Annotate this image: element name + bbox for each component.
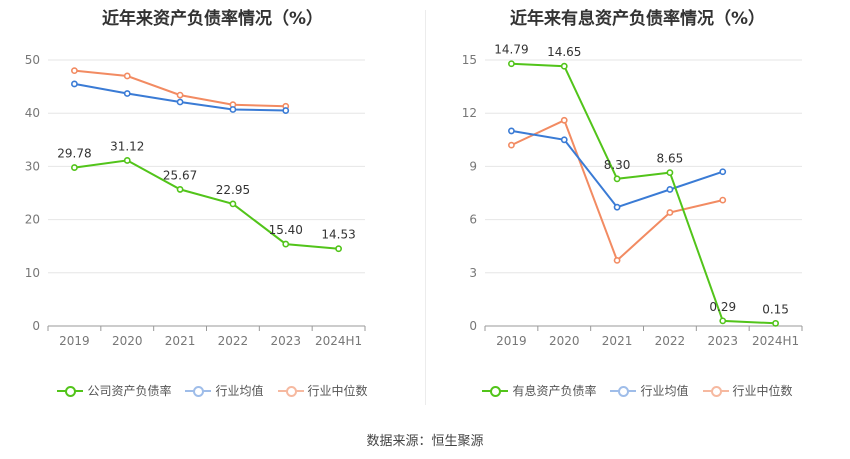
- x-tick-label: 2024H1: [752, 334, 799, 348]
- x-tick-label: 2024H1: [315, 334, 362, 348]
- legend-label: 有息资产负债率: [512, 384, 597, 398]
- y-tick-label: 20: [25, 213, 40, 227]
- data-label: 31.12: [110, 139, 144, 153]
- legend-industry-median[interactable]: 行业中位数: [702, 382, 793, 399]
- x-tick-label: 2023: [270, 334, 301, 348]
- legend-label: 行业均值: [215, 384, 264, 398]
- data-point: [613, 175, 621, 183]
- data-point: [229, 200, 237, 208]
- legend-label: 行业中位数: [732, 384, 793, 398]
- x-tick-label: 2022: [218, 334, 249, 348]
- y-tick-label: 10: [25, 266, 40, 280]
- legend-industry-mean[interactable]: 行业均值: [185, 382, 264, 399]
- legend-label: 行业中位数: [307, 384, 368, 398]
- data-label: 15.40: [269, 223, 303, 237]
- panel-divider: [425, 10, 426, 405]
- data-point: [560, 136, 568, 144]
- data-label: 14.79: [494, 43, 528, 57]
- data-point: [560, 62, 568, 70]
- data-point: [666, 169, 674, 177]
- data-point: [719, 317, 727, 325]
- data-point: [335, 245, 342, 253]
- data-point: [123, 90, 131, 97]
- asset-liability-chart: 近年来资产负债率情况（%） 0 10 20 30 40 50 2019 2020 2021 202…: [0, 0, 425, 400]
- data-point: [772, 319, 779, 327]
- x-tick-label: 2021: [165, 334, 196, 348]
- series-line: [511, 62, 776, 325]
- data-point: [613, 256, 621, 264]
- data-label: 0.15: [762, 302, 789, 316]
- data-point: [719, 196, 727, 204]
- data-point: [560, 116, 568, 124]
- legend-label: 行业均值: [640, 384, 689, 398]
- data-point: [176, 91, 184, 99]
- legend-label: 公司资产负债率: [87, 384, 172, 398]
- data-point: [71, 164, 78, 171]
- data-point: [282, 240, 290, 248]
- data-label: 14.53: [321, 228, 355, 242]
- legend-industry-median[interactable]: 行业中位数: [277, 382, 368, 399]
- data-label: 0.29: [709, 300, 736, 314]
- x-tick-label: 2020: [549, 334, 580, 348]
- data-point: [176, 98, 184, 106]
- y-tick-label: 0: [32, 319, 40, 333]
- data-label: 25.67: [163, 168, 197, 182]
- x-tick-label: 2023: [707, 334, 738, 348]
- interest-bearing-liability-chart: 近年来有息资产负债率情况（%） 0 3 6 9 12 15 2019 2020 2021 2022…: [425, 0, 850, 400]
- data-label: 8.30: [604, 158, 631, 172]
- series-line: [74, 159, 339, 250]
- data-point: [666, 209, 674, 216]
- y-tick-label: 3: [469, 266, 477, 280]
- data-label: 22.95: [216, 183, 250, 197]
- x-tick-label: 2022: [655, 334, 686, 348]
- chart-legend: 公司资产负债率 行业均值 行业中位数: [0, 382, 425, 399]
- data-point: [71, 80, 78, 88]
- data-label: 29.78: [57, 147, 91, 161]
- y-tick-label: 12: [462, 106, 477, 120]
- y-tick-label: 6: [469, 213, 477, 227]
- y-tick-label: 40: [25, 106, 40, 120]
- y-tick-label: 0: [469, 319, 477, 333]
- data-point: [719, 168, 727, 176]
- legend-company[interactable]: 有息资产负债率: [482, 382, 596, 399]
- data-point: [508, 141, 515, 149]
- x-tick-label: 2019: [59, 334, 90, 348]
- data-point: [508, 60, 515, 68]
- data-point: [666, 186, 674, 193]
- chart-plot-area: 0 3 6 9 12 15 2019 2020 2021 2022 2023 2024H1 14.79 1…: [462, 43, 803, 348]
- data-point: [282, 107, 290, 114]
- chart-legend: 有息资产负债率 行业均值 行业中位数: [425, 382, 850, 399]
- data-point: [71, 67, 78, 75]
- x-tick-label: 2020: [112, 334, 143, 348]
- data-point: [613, 203, 621, 211]
- data-point: [508, 127, 515, 135]
- chart-title: 近年来资产负债率情况（%）: [101, 9, 324, 29]
- series-line: [510, 118, 724, 263]
- chart-title: 近年来有息资产负债率情况（%）: [509, 9, 766, 29]
- data-point: [229, 106, 237, 113]
- data-point: [176, 186, 184, 193]
- legend-company[interactable]: 公司资产负债率: [57, 382, 171, 399]
- y-tick-label: 15: [462, 53, 477, 67]
- y-tick-label: 9: [469, 159, 477, 173]
- data-point: [123, 72, 131, 80]
- data-label: 8.65: [657, 152, 684, 166]
- y-tick-label: 30: [25, 159, 40, 173]
- data-source: 数据来源：恒生聚源: [366, 434, 484, 449]
- x-tick-label: 2021: [602, 334, 633, 348]
- chart-plot-area: 0 10 20 30 40 50 2019 2020 2021 2022 2023 2024H1 29.…: [25, 53, 366, 348]
- data-point: [123, 157, 131, 164]
- x-tick-label: 2019: [496, 334, 527, 348]
- data-label: 14.65: [547, 45, 581, 59]
- y-tick-label: 50: [25, 53, 40, 67]
- legend-industry-mean[interactable]: 行业均值: [610, 382, 689, 399]
